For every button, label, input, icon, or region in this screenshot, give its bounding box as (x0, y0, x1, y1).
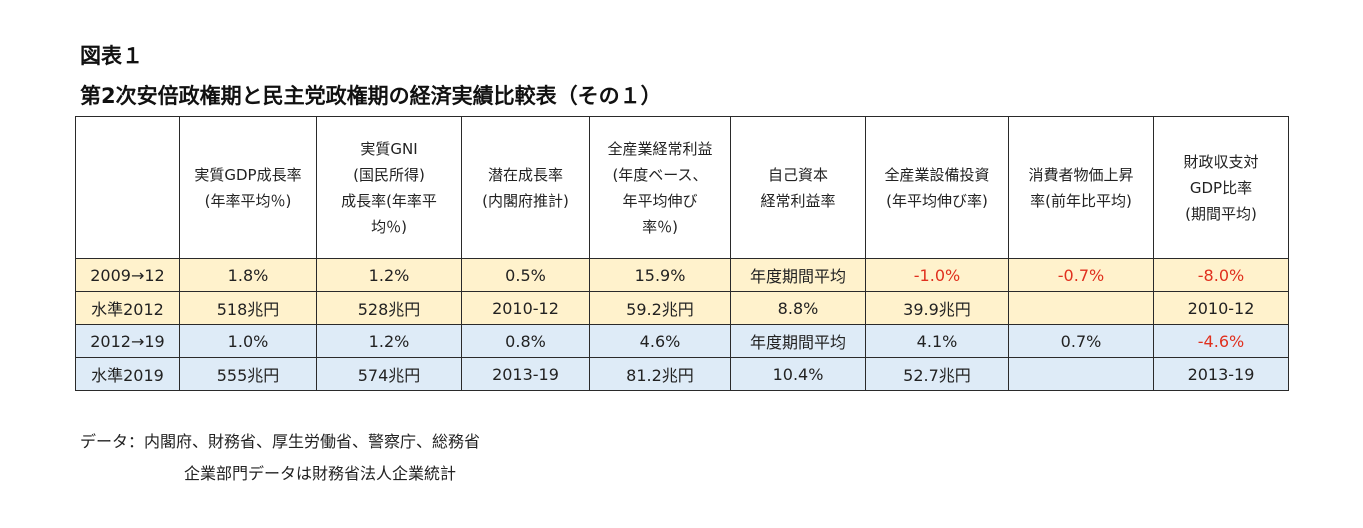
row-label: 水準2019 (75, 357, 180, 391)
header-roe: 自己資本 経常利益率 (730, 116, 866, 259)
table-title: 第2次安倍政権期と民主党政権期の経済実績比較表（その１） (80, 84, 662, 108)
table-cell: 8.8% (730, 291, 866, 325)
table-cell: 52.7兆円 (865, 357, 1009, 391)
table-cell: 1.8% (179, 258, 317, 292)
table-cell: 4.6% (589, 324, 731, 358)
table-cell: 518兆円 (179, 291, 317, 325)
table-cell: 555兆円 (179, 357, 317, 391)
table-row: 2009→12 1.8% 1.2% 0.5% 15.9% 年度期間平均 -1.0… (75, 258, 1289, 292)
table-cell: 2013-19 (1153, 357, 1289, 391)
table-cell: 528兆円 (316, 291, 462, 325)
table-cell: -1.0% (865, 258, 1009, 292)
table-cell: 0.8% (461, 324, 590, 358)
header-fiscal-balance: 財政収支対 GDP比率 (期間平均) (1153, 116, 1289, 259)
source-note-line: 企業部門データは財務省法人企業統計 (184, 464, 457, 483)
table-cell: -0.7% (1008, 258, 1154, 292)
table-cell: 2013-19 (461, 357, 590, 391)
header-corner (75, 116, 180, 259)
table-cell: -4.6% (1153, 324, 1289, 358)
table-cell: 574兆円 (316, 357, 462, 391)
table-cell (1008, 291, 1154, 325)
header-real-gni-growth: 実質GNI (国民所得) 成長率(年率平 均％) (316, 116, 462, 259)
table-cell: 2010-12 (461, 291, 590, 325)
table-cell: 年度期間平均 (730, 324, 866, 358)
table-cell: 1.0% (179, 324, 317, 358)
table-cell: 59.2兆円 (589, 291, 731, 325)
header-row: 実質GDP成長率 (年率平均％) 実質GNI (国民所得) 成長率(年率平 均％… (75, 116, 1289, 259)
table-cell: 2010-12 (1153, 291, 1289, 325)
header-cpi: 消費者物価上昇 率(前年比平均) (1008, 116, 1154, 259)
table-cell: -8.0% (1153, 258, 1289, 292)
figure-label: 図表１ (80, 44, 143, 68)
header-real-gdp-growth: 実質GDP成長率 (年率平均％) (179, 116, 317, 259)
table-cell: 4.1% (865, 324, 1009, 358)
row-label: 2012→19 (75, 324, 180, 358)
source-note-line: データ：内閣府、財務省、厚生労働省、警察庁、総務省 (80, 432, 481, 451)
row-label: 水準2012 (75, 291, 180, 325)
table-cell: 1.2% (316, 324, 462, 358)
comparison-table: 実質GDP成長率 (年率平均％) 実質GNI (国民所得) 成長率(年率平 均％… (75, 116, 1289, 391)
table-cell: 15.9% (589, 258, 731, 292)
table-cell: 0.5% (461, 258, 590, 292)
table-cell (1008, 357, 1154, 391)
table-cell: 0.7% (1008, 324, 1154, 358)
header-potential-growth: 潜在成長率 (内閣府推計) (461, 116, 590, 259)
source-notes: データ：内閣府、財務省、厚生労働省、警察庁、総務省 企業部門データは財務省法人企… (80, 426, 480, 490)
header-capex: 全産業設備投資 (年平均伸び率) (865, 116, 1009, 259)
table-cell: 81.2兆円 (589, 357, 731, 391)
table-cell: 39.9兆円 (865, 291, 1009, 325)
table-cell: 10.4% (730, 357, 866, 391)
table-row: 2012→19 1.0% 1.2% 0.8% 4.6% 年度期間平均 4.1% … (75, 324, 1289, 358)
table-cell: 年度期間平均 (730, 258, 866, 292)
header-ordinary-profit: 全産業経常利益 (年度ベース、 年平均伸び 率％) (589, 116, 731, 259)
table-row: 水準2012 518兆円 528兆円 2010-12 59.2兆円 8.8% 3… (75, 291, 1289, 325)
row-label: 2009→12 (75, 258, 180, 292)
table-row: 水準2019 555兆円 574兆円 2013-19 81.2兆円 10.4% … (75, 357, 1289, 391)
table-cell: 1.2% (316, 258, 462, 292)
